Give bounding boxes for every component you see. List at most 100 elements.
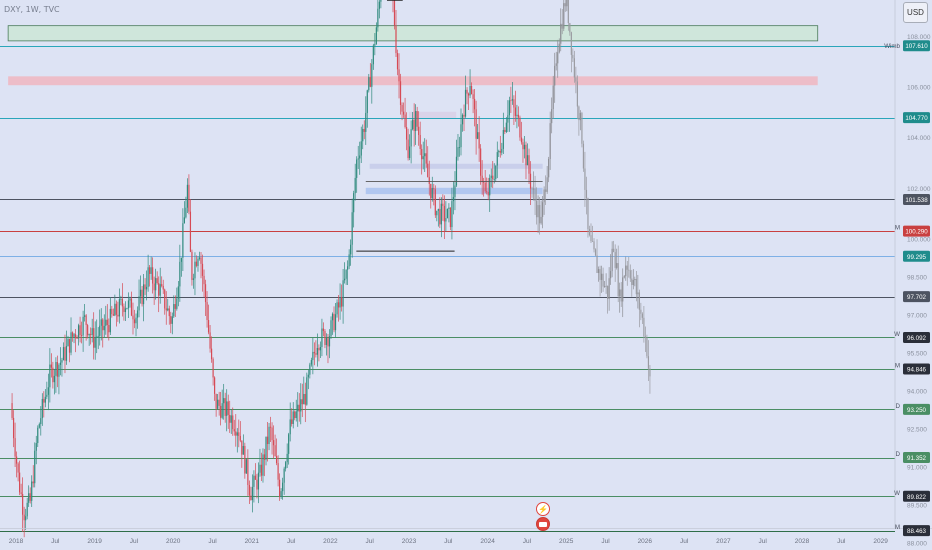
candle (99, 309, 101, 346)
candle-body (253, 475, 255, 487)
candle-body (221, 403, 223, 418)
time-tick-label: 2026 (638, 538, 653, 545)
candle (73, 333, 75, 344)
candle (265, 436, 267, 466)
candle-body (467, 93, 470, 96)
candle (106, 304, 108, 338)
candle-body (513, 99, 515, 108)
candle (486, 177, 488, 195)
candle-body (480, 148, 482, 176)
time-tick-label: 2024 (480, 538, 495, 545)
candle (510, 86, 512, 113)
candle (638, 289, 640, 328)
candle (85, 313, 87, 341)
candle-body (248, 484, 250, 496)
candle (619, 282, 621, 313)
candle (25, 508, 27, 531)
candle (74, 328, 77, 353)
candle-body (301, 399, 303, 405)
candle (177, 281, 179, 307)
candle (77, 323, 80, 346)
candle (88, 333, 90, 346)
price-tick-label: 104.000 (907, 135, 931, 142)
candle-body (623, 276, 625, 278)
candle-body (269, 426, 272, 428)
candle-body (310, 360, 312, 365)
price-badge-bg (903, 291, 930, 303)
currency-button[interactable]: USD (903, 2, 928, 23)
candle (44, 389, 46, 408)
candle-body (262, 454, 264, 476)
candle (331, 312, 334, 335)
candle (430, 183, 432, 209)
candle (368, 73, 370, 93)
candle (96, 319, 98, 354)
candle-body (557, 52, 559, 64)
candle-body (277, 463, 279, 480)
candle (239, 421, 241, 443)
candle-body (233, 429, 235, 432)
candle-body (115, 303, 117, 315)
candle-body (478, 132, 480, 149)
candle-body (363, 128, 365, 132)
candle-body (129, 298, 131, 301)
candle (103, 314, 105, 338)
candle (16, 451, 18, 478)
candle (614, 244, 616, 282)
candle-body (309, 364, 311, 375)
candle (268, 423, 270, 451)
candle (67, 335, 69, 347)
candle (511, 82, 513, 105)
candle (345, 269, 347, 285)
candle (112, 308, 114, 316)
candle-body (275, 456, 278, 464)
candle-body (250, 495, 252, 501)
price-tick-label: 100.000 (907, 236, 931, 243)
candle (564, 0, 566, 12)
candle-body (46, 394, 48, 397)
price-tick-label: 108.000 (907, 34, 931, 41)
us-flag-event-icon[interactable] (536, 517, 550, 531)
candle-body (640, 309, 642, 314)
candle (458, 136, 461, 157)
candle-body (477, 132, 479, 139)
candle-body (300, 399, 302, 412)
lightning-event-icon[interactable]: ⚡ (536, 502, 550, 516)
candle-body (236, 432, 238, 436)
candle-body (245, 459, 247, 474)
candle (499, 135, 501, 158)
candle-body (431, 188, 433, 199)
candle (555, 51, 557, 71)
candle (23, 506, 25, 538)
candle-body (206, 302, 208, 321)
candle-body (517, 114, 520, 118)
candle-body (52, 367, 54, 383)
candle-body (244, 445, 246, 474)
candle (279, 473, 281, 501)
candle (306, 372, 308, 406)
candle (428, 160, 430, 196)
candle-body (168, 308, 170, 317)
candle (421, 144, 423, 175)
candle-body (622, 277, 624, 302)
price-tick-label: 106.000 (907, 84, 931, 91)
candle (416, 106, 418, 131)
candle (168, 305, 170, 325)
time-tick-label: 2023 (402, 538, 417, 545)
candle-body (368, 77, 370, 91)
candle-body (74, 334, 77, 339)
candle-body (96, 336, 98, 338)
candle (123, 303, 125, 321)
candle-body (41, 398, 43, 419)
candle (407, 128, 409, 161)
candle (147, 254, 149, 292)
candle-body (587, 198, 589, 230)
candle-body (569, 23, 571, 33)
candle-body (135, 317, 137, 324)
time-tick-label: Jul (287, 538, 296, 545)
candle (625, 256, 627, 281)
candle (610, 254, 612, 285)
candle-body (492, 175, 494, 180)
candle-body (174, 304, 176, 309)
